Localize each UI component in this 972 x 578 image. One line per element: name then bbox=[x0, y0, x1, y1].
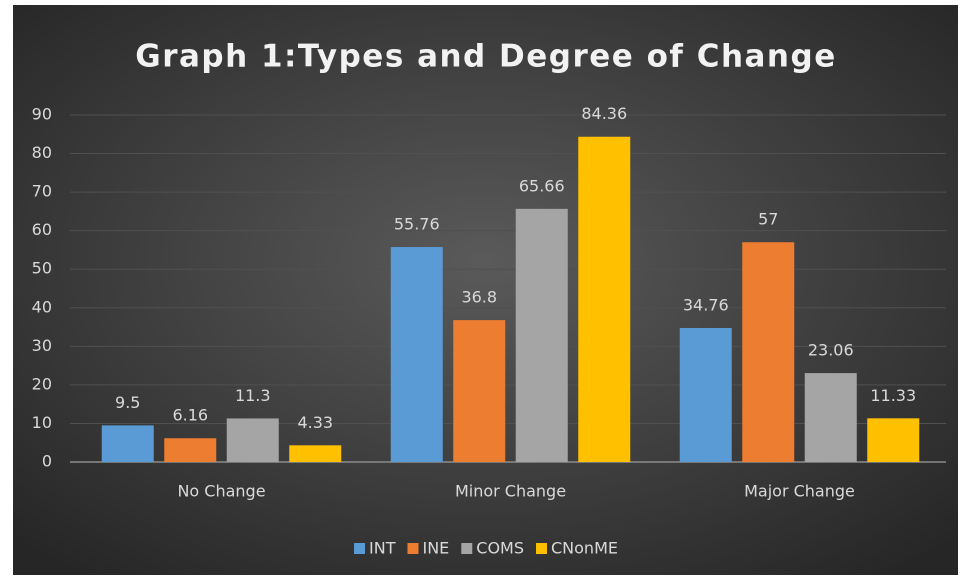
x-tick-label: Minor Change bbox=[455, 482, 566, 501]
legend-swatch bbox=[536, 543, 548, 554]
data-label: 23.06 bbox=[808, 341, 854, 360]
chart-background bbox=[13, 5, 958, 575]
legend-swatch bbox=[407, 543, 419, 554]
data-label: 6.16 bbox=[172, 406, 208, 425]
legend-label: INT bbox=[369, 539, 396, 558]
data-label: 57 bbox=[758, 210, 778, 229]
data-label: 4.33 bbox=[297, 413, 333, 432]
bar bbox=[742, 242, 795, 462]
data-label: 11.33 bbox=[870, 386, 916, 405]
bar bbox=[679, 327, 732, 462]
y-tick-label: 10 bbox=[32, 413, 52, 432]
legend-swatch bbox=[461, 543, 473, 554]
data-label: 65.66 bbox=[519, 176, 565, 195]
bar bbox=[101, 425, 154, 462]
y-tick-label: 20 bbox=[32, 374, 52, 393]
legend-label: CNonME bbox=[551, 539, 618, 558]
x-tick-label: No Change bbox=[177, 482, 265, 501]
bar bbox=[515, 208, 568, 462]
y-tick-label: 30 bbox=[32, 336, 52, 355]
y-tick-label: 50 bbox=[32, 259, 52, 278]
bar bbox=[867, 418, 920, 462]
bar bbox=[578, 136, 631, 462]
data-label: 11.3 bbox=[235, 386, 271, 405]
y-tick-label: 90 bbox=[32, 105, 52, 124]
legend-swatch bbox=[354, 543, 366, 554]
y-tick-label: 80 bbox=[32, 143, 52, 162]
chart-title: Graph 1:Types and Degree of Change bbox=[135, 39, 836, 75]
data-label: 34.76 bbox=[683, 295, 729, 314]
bar bbox=[164, 438, 217, 462]
legend-label: COMS bbox=[476, 539, 524, 558]
bar bbox=[226, 418, 279, 462]
y-tick-label: 60 bbox=[32, 220, 52, 239]
y-tick-label: 0 bbox=[42, 452, 52, 471]
y-tick-label: 70 bbox=[32, 182, 52, 201]
bar bbox=[804, 373, 857, 462]
data-label: 84.36 bbox=[581, 104, 627, 123]
x-tick-label: Major Change bbox=[744, 482, 855, 501]
data-label: 36.8 bbox=[461, 288, 497, 307]
bar bbox=[289, 445, 342, 462]
bar bbox=[453, 320, 506, 462]
data-label: 9.5 bbox=[115, 393, 140, 412]
legend-label: INE bbox=[422, 539, 449, 558]
bar bbox=[390, 247, 443, 462]
data-label: 55.76 bbox=[394, 215, 440, 234]
y-tick-label: 40 bbox=[32, 297, 52, 316]
